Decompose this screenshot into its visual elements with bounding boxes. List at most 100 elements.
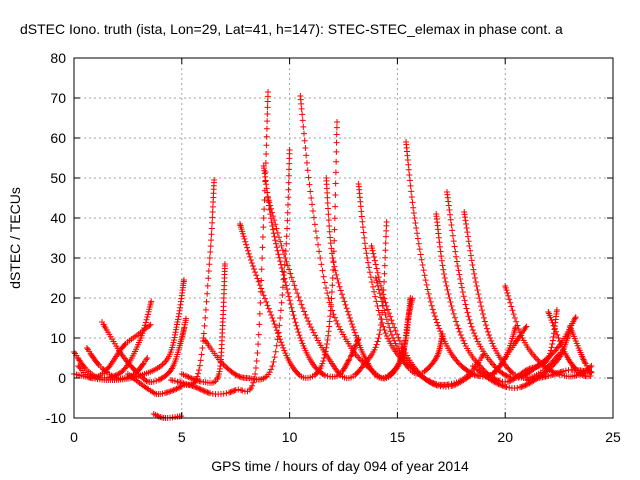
data-point xyxy=(456,271,463,278)
satellite-arc xyxy=(168,89,272,398)
data-point xyxy=(509,307,516,314)
data-point xyxy=(373,277,380,284)
data-point xyxy=(208,225,215,232)
data-point xyxy=(194,385,201,392)
data-point xyxy=(376,331,383,338)
data-point xyxy=(450,238,457,245)
data-point xyxy=(300,123,307,130)
data-point xyxy=(209,219,216,226)
y-tick-label: 50 xyxy=(50,170,66,186)
data-point xyxy=(196,367,203,373)
data-point xyxy=(270,318,277,325)
data-point xyxy=(410,204,417,211)
data-point xyxy=(369,245,376,252)
data-point xyxy=(450,310,457,317)
data-point xyxy=(185,374,192,381)
data-point xyxy=(159,390,166,397)
data-point xyxy=(429,379,436,386)
data-point xyxy=(379,319,386,326)
data-point xyxy=(175,313,182,320)
data-point xyxy=(295,371,302,377)
data-point xyxy=(201,322,208,329)
data-point xyxy=(277,258,284,265)
data-point xyxy=(173,321,180,328)
data-point xyxy=(304,167,311,174)
data-point xyxy=(332,203,339,210)
data-point xyxy=(274,330,281,337)
data-point xyxy=(260,224,267,231)
data-point xyxy=(303,159,310,166)
data-point xyxy=(299,304,306,311)
data-point xyxy=(510,311,517,318)
data-point xyxy=(346,315,353,321)
data-point xyxy=(265,197,272,204)
data-point xyxy=(469,327,476,333)
data-point xyxy=(329,250,336,257)
data-point xyxy=(272,237,279,244)
data-point xyxy=(273,244,280,251)
data-point xyxy=(319,267,326,274)
data-point xyxy=(553,346,560,353)
data-point xyxy=(329,255,336,261)
data-point xyxy=(269,315,276,321)
data-point xyxy=(324,290,331,297)
data-point xyxy=(438,253,445,260)
data-point xyxy=(202,306,209,313)
data-point xyxy=(276,322,283,329)
data-point xyxy=(284,286,291,293)
data-point xyxy=(365,264,372,271)
data-point xyxy=(263,142,270,149)
data-point xyxy=(255,278,262,285)
data-point xyxy=(515,325,522,332)
data-point xyxy=(422,277,429,284)
data-point xyxy=(273,327,280,334)
data-point xyxy=(265,305,272,312)
data-point xyxy=(301,130,308,137)
data-point xyxy=(282,279,289,285)
data-point xyxy=(336,283,343,290)
data-point xyxy=(549,350,556,357)
data-point xyxy=(106,363,113,370)
data-point xyxy=(376,311,383,318)
data-point xyxy=(405,161,412,168)
data-point xyxy=(318,261,325,268)
data-point xyxy=(503,372,510,379)
data-point xyxy=(431,313,438,320)
data-point xyxy=(548,344,555,351)
data-point xyxy=(506,296,513,303)
data-point xyxy=(278,265,285,272)
data-point xyxy=(467,247,474,254)
data-point xyxy=(293,322,300,329)
data-point xyxy=(295,293,302,300)
data-point xyxy=(276,234,283,241)
y-tick-label: -10 xyxy=(46,410,66,426)
data-point xyxy=(271,321,278,328)
data-point xyxy=(369,247,376,254)
data-point xyxy=(553,307,560,313)
data-point xyxy=(467,320,474,327)
data-point xyxy=(284,289,291,296)
data-point xyxy=(463,224,470,231)
data-point xyxy=(332,267,339,274)
data-point xyxy=(464,309,471,316)
data-point xyxy=(370,250,377,257)
data-point xyxy=(290,278,297,285)
data-point xyxy=(324,373,331,380)
data-point xyxy=(308,195,315,201)
data-point xyxy=(331,237,338,244)
data-point xyxy=(503,287,510,294)
data-point xyxy=(324,200,331,207)
data-point xyxy=(194,373,201,380)
data-point xyxy=(311,221,318,228)
data-point xyxy=(195,370,202,377)
data-points xyxy=(71,89,595,422)
data-point xyxy=(423,281,430,288)
data-point xyxy=(299,111,306,118)
data-point xyxy=(411,215,418,221)
satellite-arc xyxy=(237,119,341,382)
data-point xyxy=(385,320,392,327)
data-point xyxy=(548,351,555,358)
data-point xyxy=(358,213,365,220)
data-point xyxy=(174,385,181,392)
